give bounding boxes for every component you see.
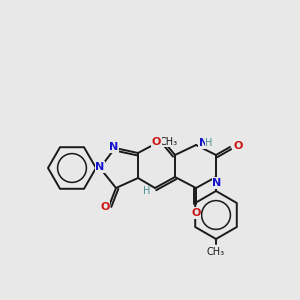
Text: O: O xyxy=(233,141,242,151)
Text: CH₃: CH₃ xyxy=(207,247,225,257)
Text: N: N xyxy=(110,142,118,152)
Text: N: N xyxy=(212,178,222,188)
Text: H: H xyxy=(205,138,212,148)
Text: O: O xyxy=(152,137,161,147)
Text: O: O xyxy=(191,208,201,218)
Text: CH₃: CH₃ xyxy=(159,137,177,147)
Text: N: N xyxy=(95,162,105,172)
Text: O: O xyxy=(100,202,110,212)
Text: H: H xyxy=(142,186,150,196)
Text: N: N xyxy=(199,138,208,148)
